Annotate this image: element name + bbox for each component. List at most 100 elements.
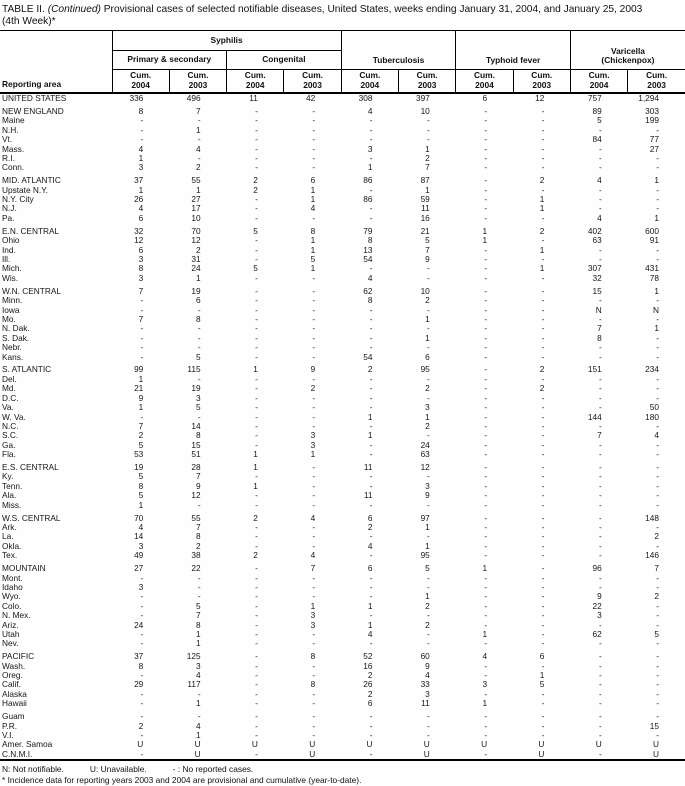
value-cell: - xyxy=(140,628,144,639)
reporting-area-cell: Oreg. xyxy=(2,670,23,681)
table-row: Utah - 1 - - 4 - 1 - 62 5 xyxy=(0,628,685,639)
value-cell: 1 xyxy=(310,449,316,460)
value-cell: - xyxy=(598,342,602,353)
value-cell: 4 xyxy=(195,143,201,154)
value-cell: 117 xyxy=(187,679,201,690)
value-cell: - xyxy=(369,373,373,384)
value-cell: 303 xyxy=(645,105,659,116)
value-cell: 6 xyxy=(138,212,144,223)
reporting-area-cell: UNITED STATES xyxy=(2,93,67,103)
value-cell: - xyxy=(484,332,488,343)
value-cell: 496 xyxy=(186,93,201,103)
value-cell: 3 xyxy=(425,402,430,413)
table-row: PACIFIC 37 125 - 8 52 60 4 6 - - xyxy=(0,651,685,661)
table-row: La. 14 8 - - - - - - - 2 xyxy=(0,531,685,542)
table-row: Wash. 8 3 - - 16 9 - - - - xyxy=(0,660,685,671)
value-cell: - xyxy=(312,698,316,709)
value-cell: - xyxy=(255,572,258,583)
value-cell: 27 xyxy=(134,563,144,574)
value-cell: 5 xyxy=(253,225,258,236)
reporting-area-cell: W.S. CENTRAL xyxy=(2,512,61,523)
reporting-area-cell: Ark. xyxy=(2,521,17,532)
value-cell: 6 xyxy=(367,512,373,523)
value-cell: - xyxy=(484,143,488,154)
value-cell: 1 xyxy=(425,591,430,602)
table-row: N.H. - 1 - - - - - - - - xyxy=(0,124,685,135)
value-cell: - xyxy=(484,263,488,274)
value-cell: - xyxy=(598,124,602,135)
value-cell: 3 xyxy=(138,254,144,264)
value-cell: - xyxy=(140,304,144,315)
value-cell: - xyxy=(427,581,430,592)
value-cell: 7 xyxy=(597,430,602,441)
value-cell: 59 xyxy=(420,194,430,205)
reporting-area-cell: Fla. xyxy=(2,449,16,460)
value-cell: 7 xyxy=(425,162,430,173)
value-cell: 19 xyxy=(134,462,144,473)
reporting-area-cell: N. Mex. xyxy=(2,610,31,621)
value-cell: - xyxy=(484,512,488,523)
reporting-area-cell: Upstate N.Y. xyxy=(2,184,48,195)
value-cell: - xyxy=(197,332,201,343)
value-cell: 24 xyxy=(420,439,430,450)
value-cell: - xyxy=(197,572,201,583)
table-row: Pa. 6 10 - - - 16 - - 4 1 xyxy=(0,212,685,223)
reporting-area-cell: Ala. xyxy=(2,490,17,501)
footnote-legend: N: Not notifiable. U: Unavailable. - : No … xyxy=(2,764,685,775)
value-cell: 15 xyxy=(592,285,602,296)
value-cell: - xyxy=(598,313,602,324)
value-cell: U xyxy=(481,739,488,750)
value-cell: 1 xyxy=(138,184,144,195)
value-cell: 1 xyxy=(195,184,201,195)
table-row: Ind. 6 2 - 1 13 7 - 1 - - xyxy=(0,244,685,255)
value-cell: 9 xyxy=(138,392,144,403)
value-cell: - xyxy=(484,439,488,450)
value-cell: - xyxy=(656,351,659,362)
value-cell: - xyxy=(598,402,602,413)
value-cell: - xyxy=(484,688,488,699)
value-cell: 1 xyxy=(425,184,430,195)
reporting-area-cell: Mich. xyxy=(2,263,22,274)
column-group-varicella: Varicella (Chickenpox) xyxy=(570,30,685,70)
value-cell: - xyxy=(541,420,545,431)
value-cell: - xyxy=(598,152,602,163)
value-cell: - xyxy=(656,688,659,699)
value-cell: 4 xyxy=(367,272,373,283)
reporting-area-cell: Miss. xyxy=(2,499,22,510)
value-cell: - xyxy=(312,531,316,542)
value-cell: - xyxy=(369,313,373,324)
reporting-area-cell: Del. xyxy=(2,373,17,384)
value-cell: - xyxy=(541,323,545,334)
value-cell: - xyxy=(656,638,659,649)
value-cell: 2 xyxy=(253,550,258,561)
value-cell: - xyxy=(656,449,659,460)
reporting-area-cell: Conn. xyxy=(2,162,25,173)
value-cell: 17 xyxy=(191,203,201,214)
value-cell: 3 xyxy=(425,480,430,491)
value-cell: - xyxy=(484,619,488,630)
value-cell: 199 xyxy=(645,115,659,126)
value-cell: 8 xyxy=(367,235,373,246)
value-cell: - xyxy=(656,152,659,163)
value-cell: 32 xyxy=(134,225,144,236)
value-cell: 2 xyxy=(195,244,201,255)
value-cell: - xyxy=(255,660,258,671)
value-cell: - xyxy=(255,531,258,542)
value-cell: - xyxy=(541,124,545,135)
value-cell: 11 xyxy=(363,490,373,501)
value-cell: 99 xyxy=(134,364,144,375)
value-cell: 2 xyxy=(425,383,430,394)
value-cell: 144 xyxy=(587,411,602,422)
value-cell: 1 xyxy=(539,670,545,681)
value-cell: - xyxy=(484,373,488,384)
value-cell: 79 xyxy=(363,225,373,236)
value-cell: - xyxy=(541,235,545,246)
reporting-area-cell: C.N.M.I. xyxy=(2,748,33,759)
value-cell: - xyxy=(255,342,258,353)
value-cell: 89 xyxy=(592,105,602,116)
table-row: Ga. 5 15 - 3 - 24 - - - - xyxy=(0,439,685,450)
value-cell: 86 xyxy=(363,175,373,186)
value-cell: 2 xyxy=(253,184,258,195)
value-cell: - xyxy=(598,490,602,501)
value-cell: 77 xyxy=(649,134,659,145)
